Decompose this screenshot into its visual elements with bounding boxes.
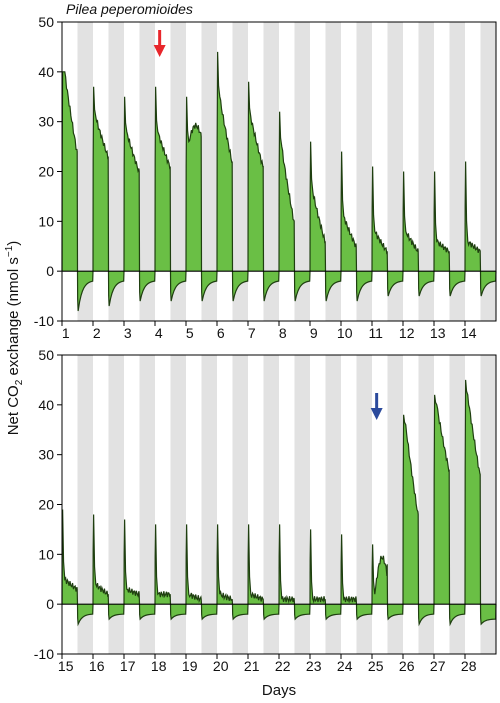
y-tick-label: 0 <box>46 596 54 612</box>
y-tick-label: 30 <box>38 114 54 130</box>
day-label: 27 <box>430 658 446 674</box>
night-band <box>170 355 186 654</box>
night-band <box>387 22 403 321</box>
night-band <box>263 355 279 654</box>
day-label: 21 <box>244 658 260 674</box>
species-title: Pilea peperomioides <box>66 1 193 17</box>
y-tick-label: 30 <box>38 447 54 463</box>
night-band <box>139 355 155 654</box>
night-band <box>294 355 310 654</box>
night-band <box>77 22 93 321</box>
day-label: 14 <box>461 325 477 341</box>
night-band <box>77 355 93 654</box>
co2-exchange-area <box>62 51 496 312</box>
night-band <box>232 22 248 321</box>
arrow-marker-head <box>370 408 383 420</box>
day-label: 25 <box>368 658 384 674</box>
night-band <box>139 22 155 321</box>
day-label: 13 <box>430 325 446 341</box>
night-band <box>449 22 465 321</box>
x-axis-label: Days <box>262 682 296 699</box>
day-label: 26 <box>399 658 415 674</box>
y-tick-label: -10 <box>34 646 54 662</box>
day-label: 22 <box>275 658 291 674</box>
panel-bottom: -10 0 10 20 30 40 50 15 16 17 18 19 20 21 22 23 24 25 26 27… <box>34 347 497 674</box>
day-label: 24 <box>337 658 353 674</box>
y-tick-label: 50 <box>38 347 54 363</box>
day-label: 8 <box>279 325 287 341</box>
y-tick-label: 10 <box>38 546 54 562</box>
y-tick-label: 0 <box>46 263 54 279</box>
day-label: 3 <box>124 325 132 341</box>
night-band <box>325 22 341 321</box>
day-label: 23 <box>306 658 322 674</box>
y-axis-label-after: exchange (nmol s <box>5 257 22 380</box>
y-tick-label: 10 <box>38 213 54 229</box>
day-label: 20 <box>213 658 229 674</box>
y-tick-label: 40 <box>38 397 54 413</box>
day-label: 12 <box>399 325 415 341</box>
night-band <box>418 22 434 321</box>
day-label: 15 <box>58 658 74 674</box>
day-label: 1 <box>62 325 70 341</box>
y-axis-label-sup: −1 <box>4 245 15 257</box>
night-band <box>201 355 217 654</box>
y-tick-label: 20 <box>38 164 54 180</box>
day-label: 2 <box>93 325 101 341</box>
night-band <box>232 355 248 654</box>
night-band <box>108 355 124 654</box>
night-band <box>356 355 372 654</box>
day-label: 19 <box>182 658 198 674</box>
day-label: 4 <box>155 325 163 341</box>
night-band <box>418 355 434 654</box>
night-band <box>263 22 279 321</box>
day-label: 9 <box>310 325 318 341</box>
day-label: 18 <box>151 658 167 674</box>
y-axis-label: Net CO2 exchange (nmol s−1) <box>4 241 25 436</box>
day-label: 17 <box>120 658 136 674</box>
day-label: 5 <box>186 325 194 341</box>
day-label: 7 <box>248 325 256 341</box>
night-band <box>449 355 465 654</box>
co2-exchange-area <box>62 379 496 625</box>
day-label: 6 <box>217 325 225 341</box>
arrow-marker-head <box>153 45 166 57</box>
night-band <box>325 355 341 654</box>
night-band <box>108 22 124 321</box>
night-band <box>356 22 372 321</box>
y-tick-label: 50 <box>38 14 54 30</box>
y-axis-label-sub: 2 <box>14 379 25 385</box>
y-axis-label-main: Net CO <box>5 385 22 435</box>
day-label: 10 <box>337 325 353 341</box>
night-band <box>170 22 186 321</box>
night-band <box>480 22 496 321</box>
night-band <box>480 355 496 654</box>
day-label: 16 <box>89 658 105 674</box>
y-tick-label: 20 <box>38 497 54 513</box>
day-label: 28 <box>461 658 477 674</box>
night-band <box>201 22 217 321</box>
day-label: 11 <box>368 325 383 341</box>
night-band <box>294 22 310 321</box>
y-tick-label: 40 <box>38 64 54 80</box>
y-tick-label: -10 <box>34 313 54 329</box>
night-band <box>387 355 403 654</box>
y-axis-label-close: ) <box>5 241 22 246</box>
